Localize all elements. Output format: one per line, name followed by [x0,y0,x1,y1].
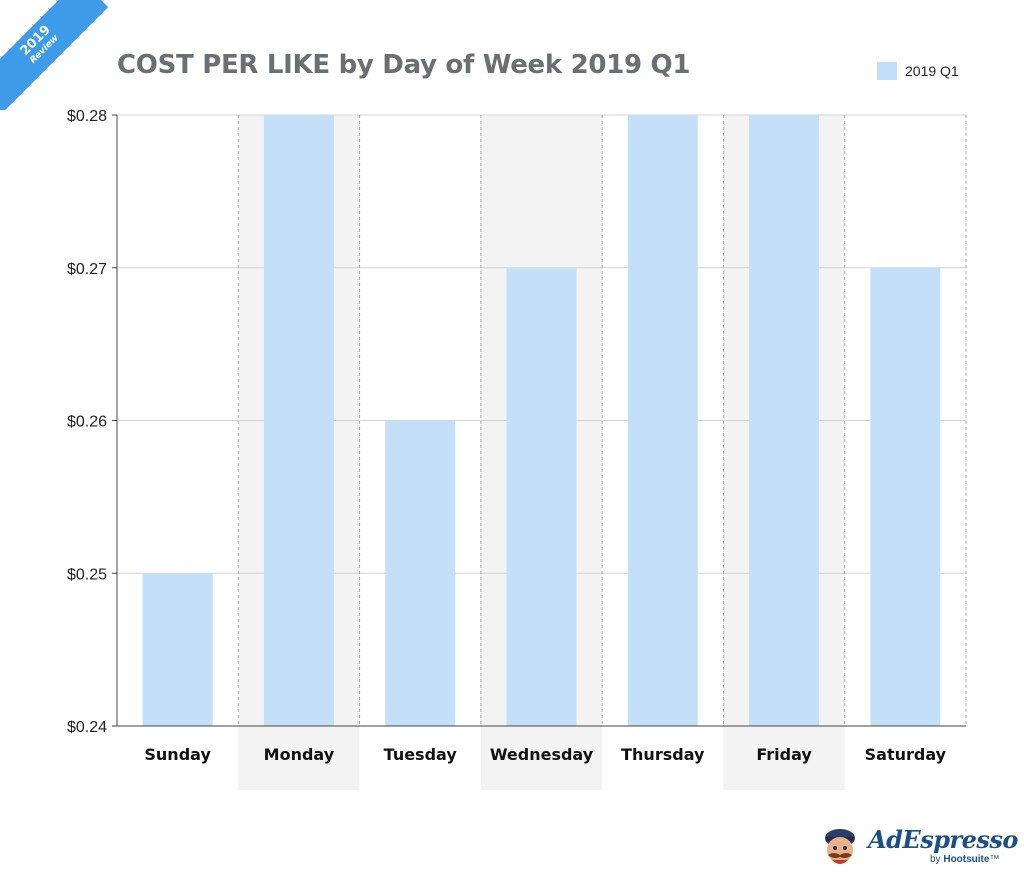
legend-swatch [877,62,897,80]
adespresso-logo: AdEspresso by Hootsuite™ [818,824,1018,868]
x-tick-label-wednesday: Wednesday [490,745,594,764]
brand-by: by [930,854,941,865]
brand-tm: ™ [989,854,1000,865]
bar-saturday [870,267,941,726]
bar-wednesday [506,267,577,726]
mascot-icon [825,829,855,864]
brand-parent: Hootsuite [943,854,990,865]
bar-sunday [142,573,213,726]
chart-legend: 2019 Q1 [877,62,959,80]
y-tick-label-4: $0.28 [67,108,107,125]
x-tick-label-thursday: Thursday [621,745,705,764]
x-tick-label-friday: Friday [756,745,812,764]
brand-name: AdEspresso [868,825,1018,854]
y-tick-label-3: $0.27 [67,261,107,278]
bar-tuesday [385,420,456,726]
x-tick-label-sunday: Sunday [144,745,211,764]
y-tick-label-0: $0.24 [67,719,107,736]
x-tick-label-tuesday: Tuesday [384,745,458,764]
x-tick-label-saturday: Saturday [865,745,947,764]
x-tick-label-monday: Monday [264,745,335,764]
y-tick-label-2: $0.26 [67,414,107,431]
legend-label: 2019 Q1 [905,63,959,79]
bar-friday [749,115,820,726]
bar-thursday [627,115,698,726]
brand-byline: by Hootsuite™ [930,854,999,865]
y-tick-label-1: $0.25 [67,566,107,583]
chart-title: COST PER LIKE by Day of Week 2019 Q1 [117,50,691,80]
bar-monday [263,115,334,726]
